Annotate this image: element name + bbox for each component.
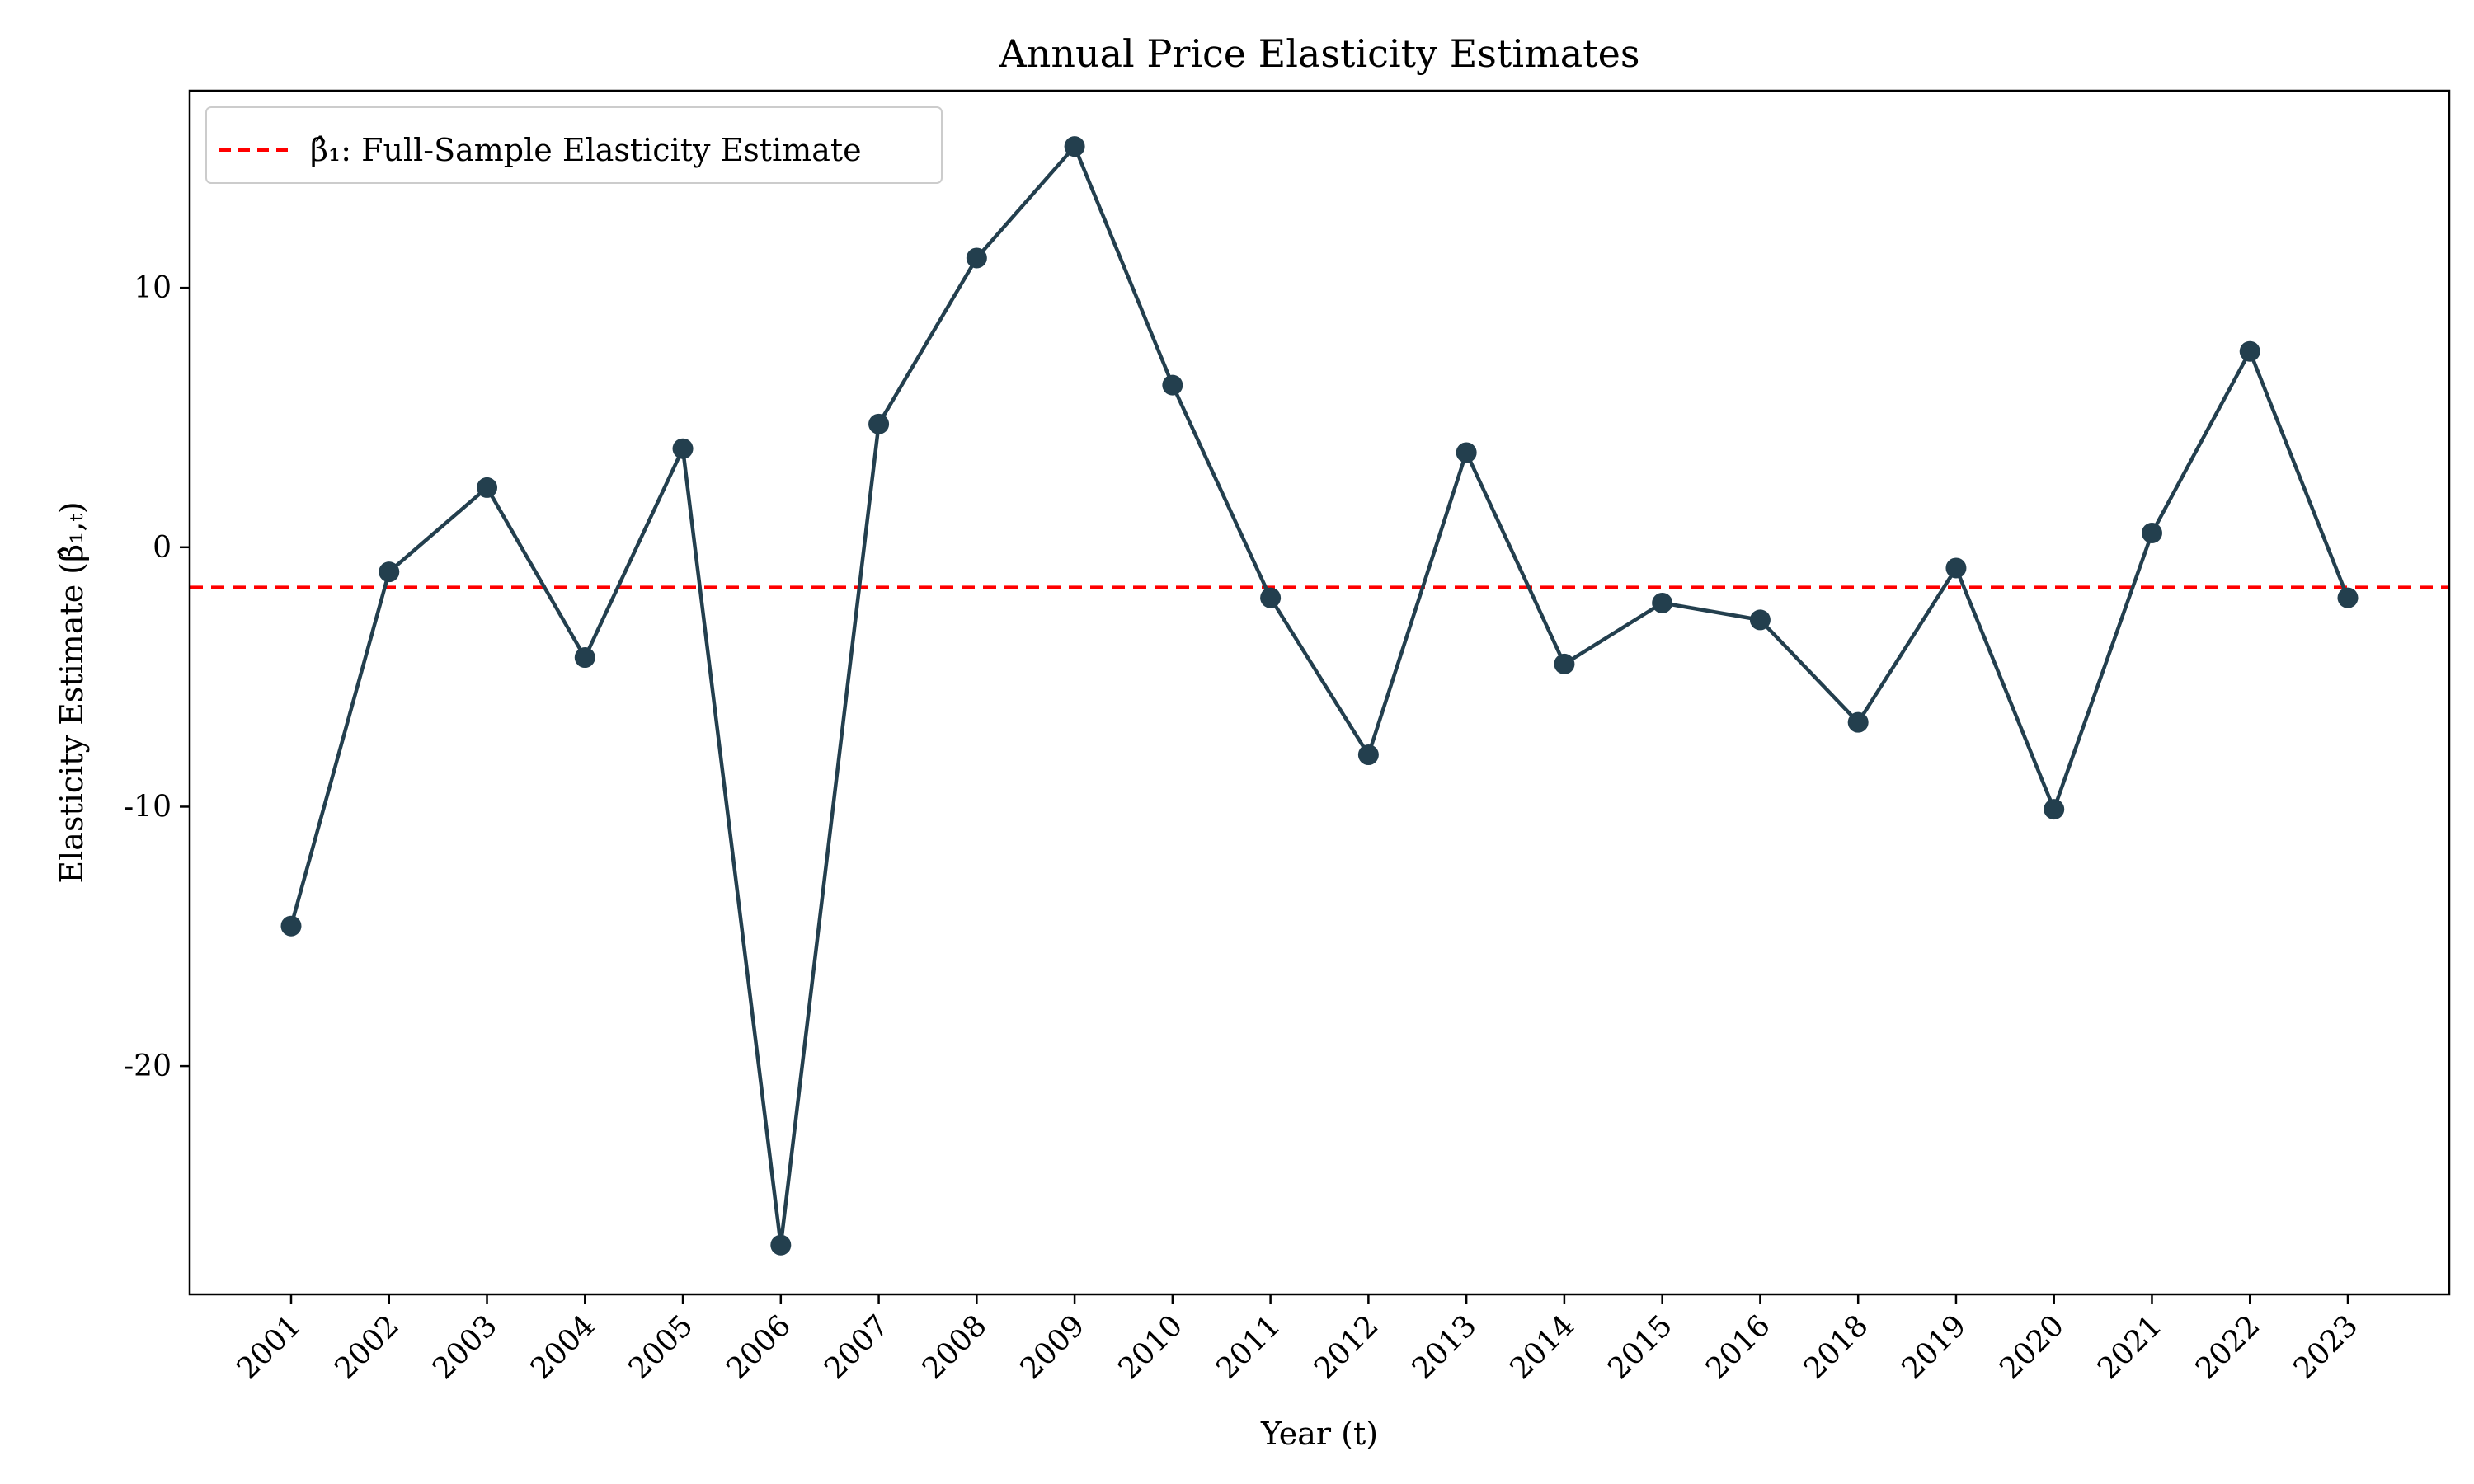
data-point <box>1260 587 1282 608</box>
x-axis-label: Year (t) <box>1260 1416 1378 1452</box>
plot-frame <box>188 89 2451 1296</box>
data-point <box>280 915 302 937</box>
data-point <box>2239 340 2260 362</box>
data-point <box>1554 653 1575 674</box>
data-point <box>1162 374 1183 396</box>
data-point <box>2337 587 2359 608</box>
data-point <box>1749 609 1771 631</box>
data-point <box>770 1234 792 1256</box>
data-point <box>868 413 890 434</box>
data-point <box>1652 592 1673 613</box>
y-tick-label: -10 <box>124 790 172 824</box>
data-point <box>966 247 987 269</box>
legend-label: β̂₁: Full-Sample Elasticity Estimate <box>310 132 862 168</box>
data-point <box>2141 522 2162 543</box>
data-point <box>1064 136 1085 157</box>
legend-box <box>205 106 943 184</box>
y-tick-label: -20 <box>124 1050 172 1083</box>
y-axis-label: Elasticity Estimate (β̂₁,ₜ) <box>54 501 90 883</box>
data-point <box>379 561 400 583</box>
data-point <box>672 438 694 459</box>
data-point <box>574 647 595 669</box>
y-tick-label: 10 <box>134 271 172 305</box>
y-tick-label: 0 <box>153 531 172 565</box>
chart-title: Annual Price Elasticity Estimates <box>999 31 1640 76</box>
data-point <box>1945 557 1967 579</box>
data-point <box>1847 711 1869 733</box>
legend: β̂₁: Full-Sample Elasticity Estimate <box>205 106 943 184</box>
data-point <box>1456 442 1477 463</box>
data-point <box>477 477 498 498</box>
data-point <box>2044 799 2065 820</box>
series-line <box>289 144 2350 1247</box>
y-axis-label-text: Elasticity Estimate (β̂₁,ₜ) <box>54 501 90 883</box>
data-point <box>1357 744 1379 766</box>
